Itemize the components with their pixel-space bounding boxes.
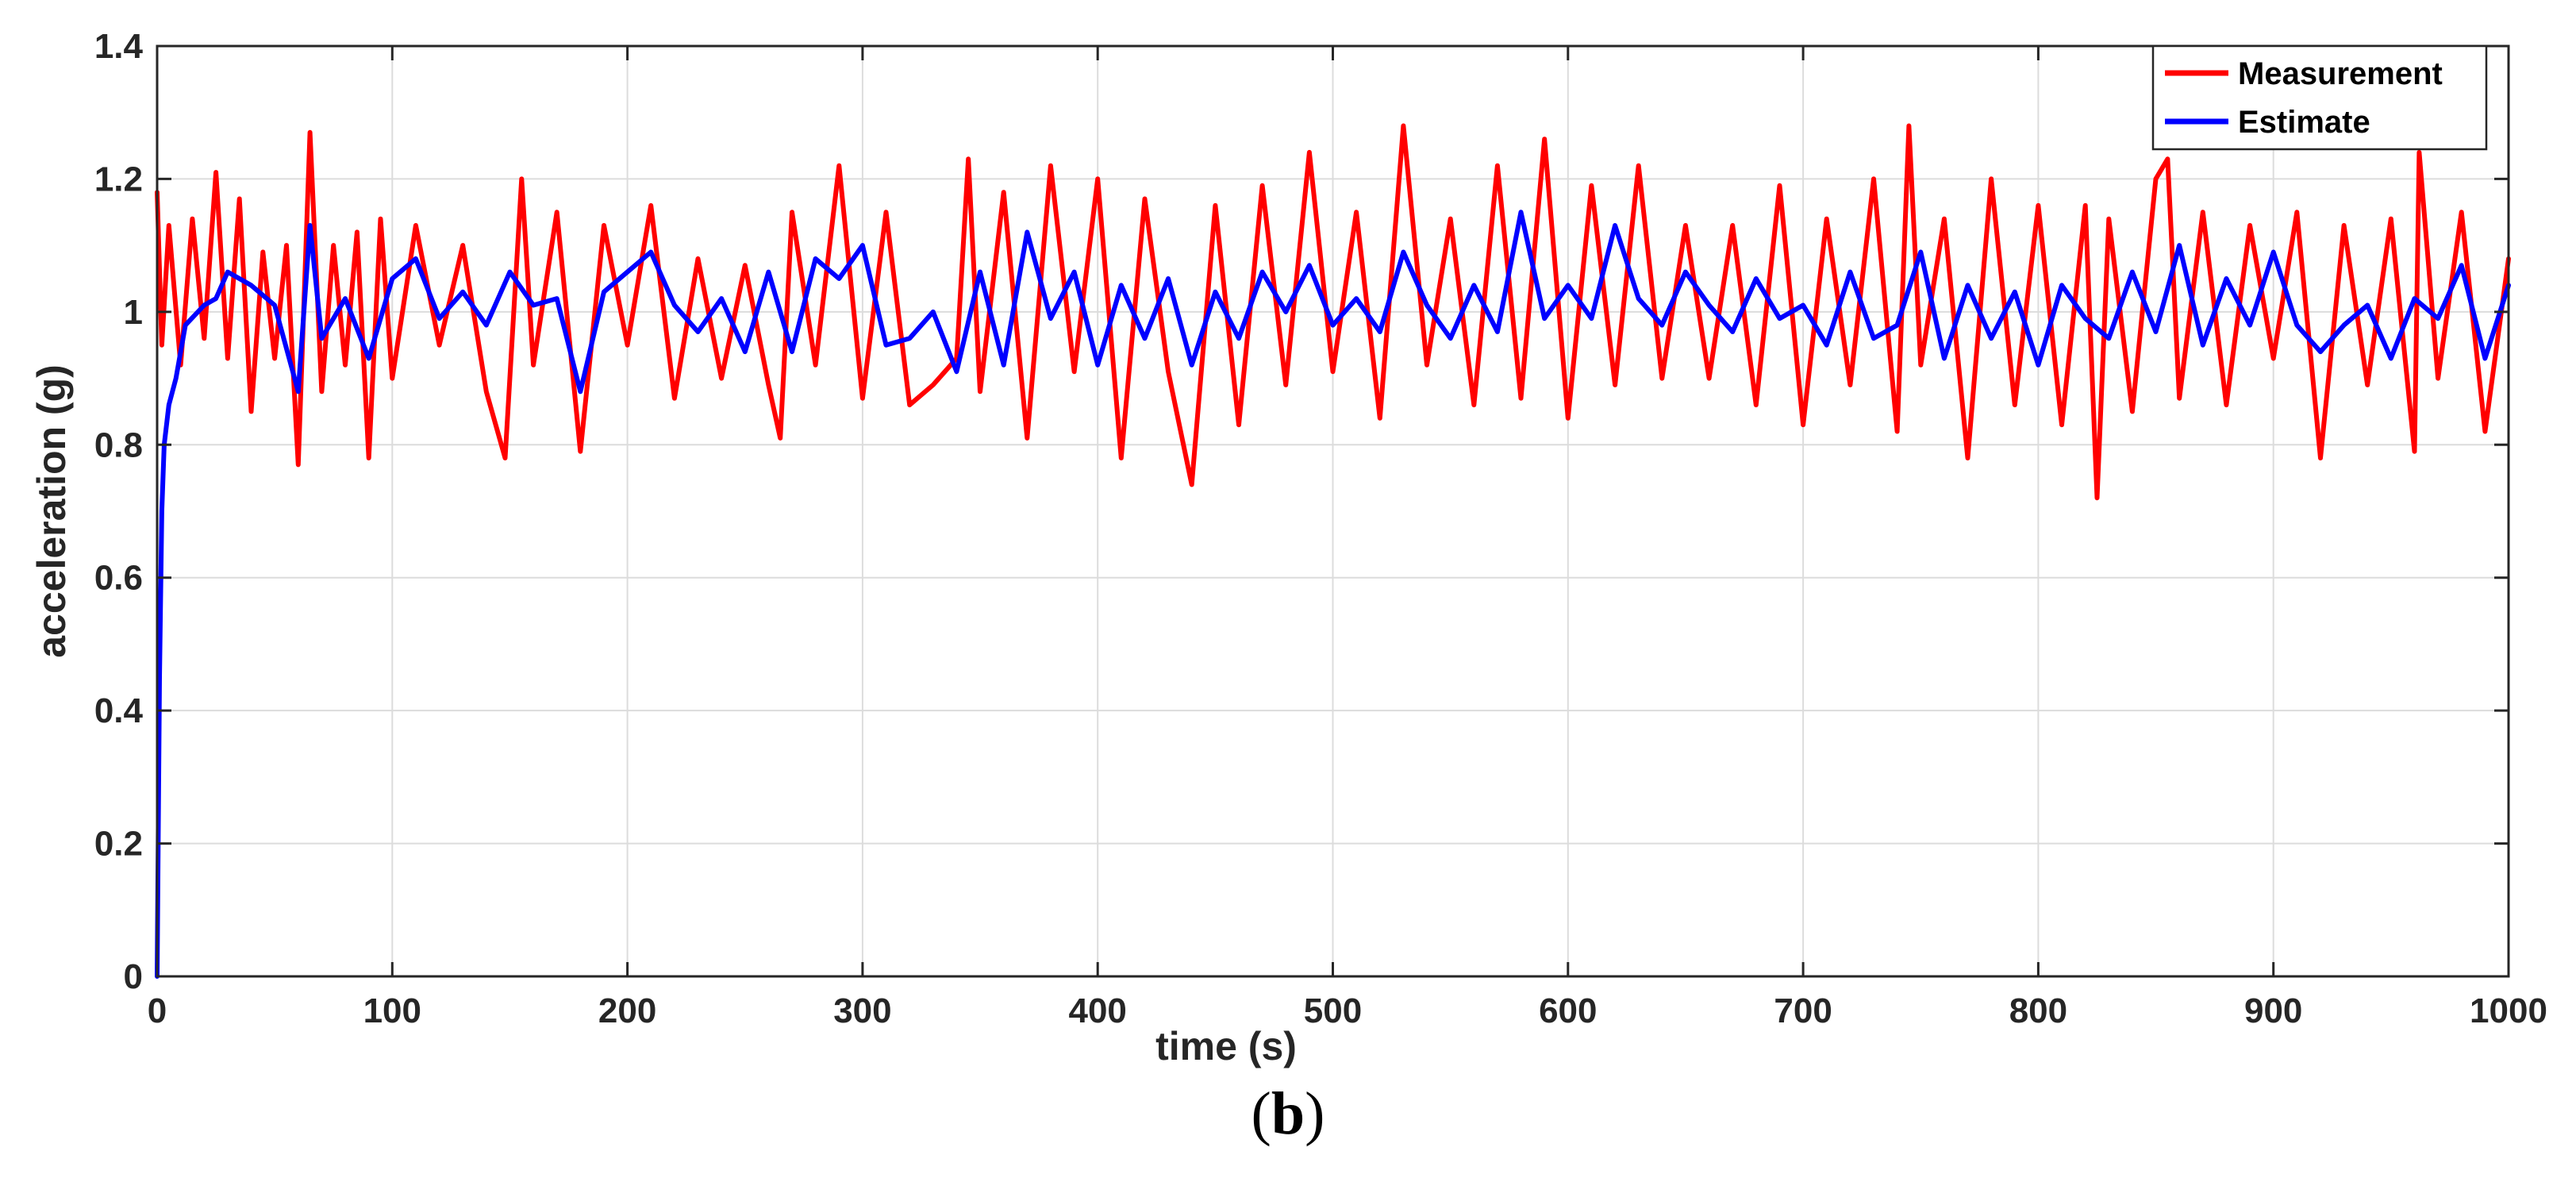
panel-label-letter: b <box>1271 1080 1305 1147</box>
x-tick-label: 200 <box>598 991 656 1030</box>
series-line-measurement <box>155 123 2511 501</box>
x-tick-label: 0 <box>148 991 167 1030</box>
x-tick-label: 1000 <box>2470 991 2547 1030</box>
series-layer <box>155 123 2511 979</box>
y-tick-label: 1.4 <box>94 27 144 66</box>
y-tick-label: 0.6 <box>94 559 143 598</box>
legend-label-estimate: Estimate <box>2238 105 2370 140</box>
x-tick-label: 900 <box>2244 991 2302 1030</box>
ticks: 0 100 200 300 400 500 600 700 800 900 1000 0 0.2 0.4 0… <box>94 27 2547 1030</box>
y-tick-label: 1 <box>124 293 143 332</box>
x-tick-label: 600 <box>1539 991 1597 1030</box>
x-tick-label: 400 <box>1068 991 1126 1030</box>
x-tick-label: 700 <box>1774 991 1832 1030</box>
y-tick-label: 0.4 <box>94 691 144 730</box>
series-line-estimate <box>155 210 2511 979</box>
x-tick-label: 100 <box>363 991 421 1030</box>
x-axis-label: time (s) <box>1155 1024 1297 1068</box>
y-axis-label: acceleration (g) <box>29 364 74 658</box>
x-tick-label: 800 <box>2009 991 2067 1030</box>
y-tick-label: 0.8 <box>94 425 143 464</box>
panel-label: (b) <box>1251 1080 1325 1147</box>
y-tick-label: 1.2 <box>94 160 143 198</box>
legend-label-measurement: Measurement <box>2238 56 2443 91</box>
x-tick-label: 500 <box>1304 991 1362 1030</box>
x-tick-label: 300 <box>833 991 891 1030</box>
y-tick-label: 0.2 <box>94 825 143 864</box>
legend-box <box>2151 44 2488 151</box>
legend: Measurement Estimate <box>2151 44 2488 151</box>
y-tick-label: 0 <box>124 957 143 996</box>
